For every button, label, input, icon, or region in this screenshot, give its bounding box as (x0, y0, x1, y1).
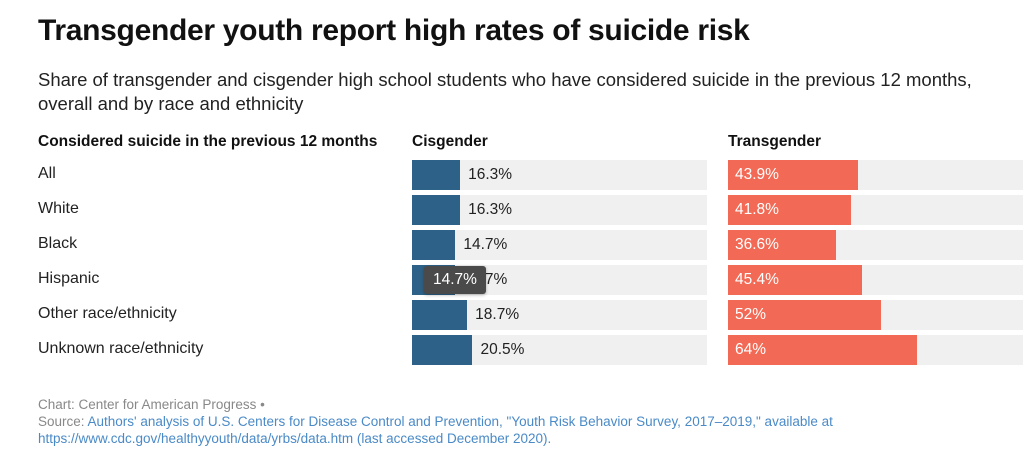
category-label-hispanic: Hispanic (38, 270, 100, 287)
bar-track-transgender-other-race-ethnicity: 52% (728, 300, 1023, 330)
bar-transgender-black[interactable] (728, 230, 836, 260)
bar-cisgender-black[interactable] (412, 230, 456, 260)
bar-track-transgender-black: 36.6% (728, 230, 1023, 260)
bar-track-cisgender-other-race-ethnicity: 18.7% (412, 300, 707, 330)
data-label-transgender-other-race-ethnicity: 52% (735, 306, 767, 323)
data-label-cisgender-unknown-race-ethnicity: 20.5% (480, 341, 525, 358)
bar-track-transgender-unknown-race-ethnicity: 64% (728, 335, 1023, 365)
bar-cisgender-unknown-race-ethnicity[interactable] (412, 335, 473, 365)
chart-title: Transgender youth report high rates of s… (38, 14, 750, 47)
category-label-unknown-race-ethnicity: Unknown race/ethnicity (38, 340, 204, 357)
chart-credit: Chart: Center for American Progress • (38, 397, 265, 412)
data-label-transgender-hispanic: 45.4% (735, 271, 779, 288)
bar-track-transgender-white: 41.8% (728, 195, 1023, 225)
data-label-cisgender-black: 14.7% (463, 236, 508, 253)
bar-track-cisgender-all: 16.3% (412, 160, 707, 190)
data-label-transgender-unknown-race-ethnicity: 64% (735, 341, 767, 358)
bar-transgender-all[interactable] (728, 160, 858, 190)
series-header-cisgender: Cisgender (412, 133, 488, 150)
bar-cisgender-all[interactable] (412, 160, 461, 190)
series-header-transgender: Transgender (728, 133, 822, 150)
bar-cisgender-white[interactable] (412, 195, 461, 225)
bar-transgender-hispanic[interactable] (728, 265, 862, 295)
bar-track-transgender-hispanic: 45.4% (728, 265, 1023, 295)
data-label-transgender-all: 43.9% (735, 166, 779, 183)
bar-track-cisgender-black: 14.7% (412, 230, 707, 260)
bar-track-transgender-all: 43.9% (728, 160, 1023, 190)
data-label-cisgender-all: 16.3% (468, 166, 513, 183)
bar-transgender-unknown-race-ethnicity[interactable] (728, 335, 917, 365)
row-header: Considered suicide in the previous 12 mo… (38, 133, 378, 150)
bar-track-cisgender-unknown-race-ethnicity: 20.5% (412, 335, 707, 365)
chart-source: Source: Authors' analysis of U.S. Center… (38, 413, 998, 447)
category-label-white: White (38, 200, 79, 217)
bar-cisgender-other-race-ethnicity[interactable] (412, 300, 468, 330)
data-label-cisgender-white: 16.3% (468, 201, 513, 218)
data-label-transgender-white: 41.8% (735, 201, 779, 218)
category-label-black: Black (38, 235, 78, 252)
bar-transgender-other-race-ethnicity[interactable] (728, 300, 882, 330)
data-label-transgender-black: 36.6% (735, 236, 779, 253)
bar-track-cisgender-white: 16.3% (412, 195, 707, 225)
data-label-cisgender-other-race-ethnicity: 18.7% (475, 306, 520, 323)
source-link[interactable]: Authors' analysis of U.S. Centers for Di… (38, 414, 833, 446)
source-prefix: Source: (38, 414, 88, 429)
category-label-all: All (38, 165, 56, 182)
bar-transgender-white[interactable] (728, 195, 852, 225)
category-label-other-race-ethnicity: Other race/ethnicity (38, 305, 177, 322)
chart-subtitle: Share of transgender and cisgender high … (38, 69, 972, 114)
chart-footer: Chart: Center for American Progress • So… (38, 396, 998, 447)
value-tooltip: 14.7% (424, 266, 486, 294)
